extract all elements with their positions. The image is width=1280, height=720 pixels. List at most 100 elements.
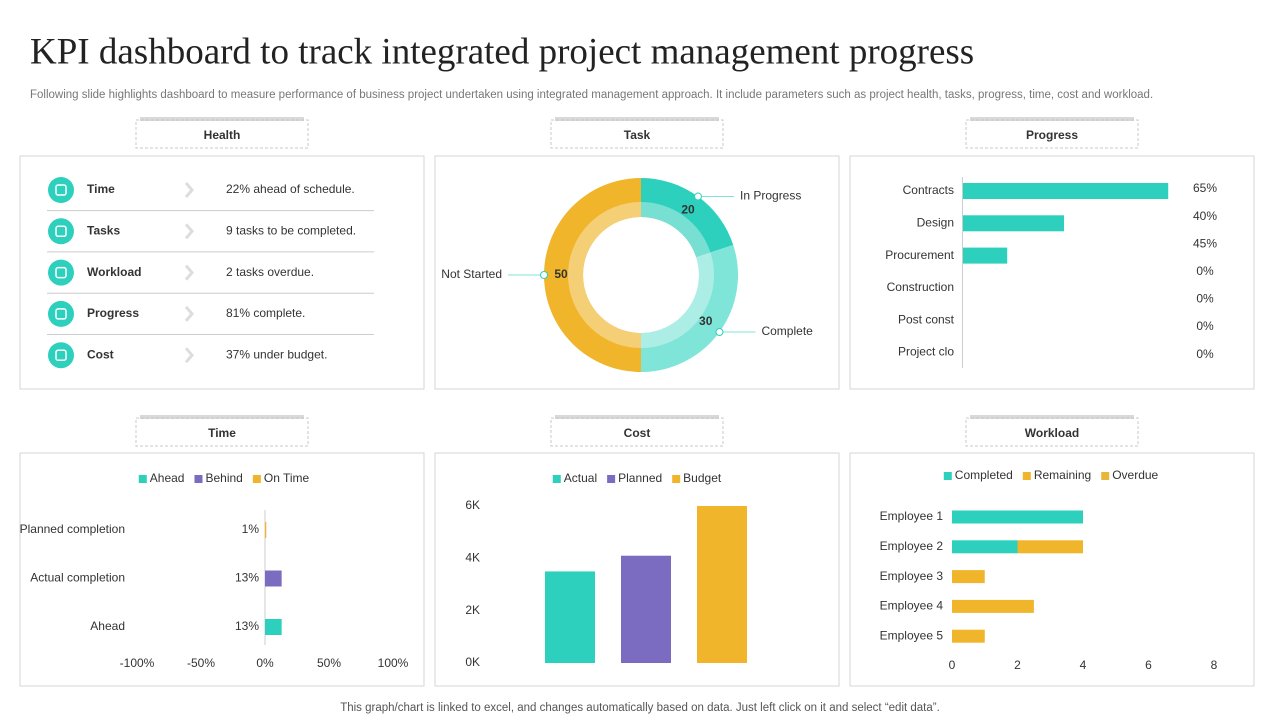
bar-segment bbox=[952, 510, 1083, 524]
x-tick-label: 2 bbox=[1014, 658, 1021, 672]
legend-swatch bbox=[943, 472, 952, 480]
health-icon-glyph bbox=[55, 266, 67, 279]
tab-box bbox=[135, 417, 309, 447]
tab-bar bbox=[970, 415, 1134, 419]
bar bbox=[697, 506, 747, 663]
donut-category: Complete bbox=[761, 324, 813, 338]
y-tick-label: 6K bbox=[465, 498, 480, 512]
tab-bar bbox=[140, 117, 304, 121]
chevron bbox=[184, 182, 194, 198]
bar bbox=[621, 555, 671, 663]
health-icon bbox=[48, 218, 74, 245]
bar bbox=[545, 571, 595, 663]
donut-slice bbox=[544, 178, 641, 372]
bar bbox=[963, 247, 1008, 264]
x-tick-label: 100% bbox=[378, 656, 409, 670]
chevron bbox=[184, 305, 194, 322]
legend-label: Budget bbox=[683, 471, 722, 485]
x-tick-label: 6 bbox=[1145, 658, 1152, 672]
tab-title: Workload bbox=[1025, 426, 1079, 440]
value-label: 1% bbox=[242, 522, 260, 536]
category-label: Contracts bbox=[903, 183, 954, 197]
x-tick-label: -100% bbox=[120, 656, 155, 670]
legend-label: Behind bbox=[205, 471, 242, 485]
legend-label: Ahead bbox=[150, 471, 185, 485]
bar-segment bbox=[952, 599, 1034, 613]
x-tick-label: 0 bbox=[949, 658, 956, 672]
legend-swatch bbox=[252, 475, 261, 483]
category-label: Employee 2 bbox=[880, 539, 944, 553]
category-label: Procurement bbox=[885, 248, 954, 262]
y-tick-label: 2K bbox=[465, 603, 480, 617]
tab-bar bbox=[555, 117, 719, 121]
health-icon-glyph bbox=[55, 184, 67, 196]
legend-label: Remaining bbox=[1034, 468, 1091, 482]
health-icon bbox=[48, 300, 74, 327]
health-text: 37% under budget. bbox=[226, 347, 327, 361]
donut-value: 30 bbox=[699, 314, 713, 328]
x-tick-label: 8 bbox=[1211, 658, 1218, 672]
tab-bar bbox=[970, 117, 1134, 121]
panel bbox=[19, 452, 425, 687]
page-title: KPI dashboard to track integrated projec… bbox=[30, 31, 974, 72]
y-tick-label: 4K bbox=[465, 551, 480, 565]
donut-value: 20 bbox=[681, 202, 695, 216]
health-icon bbox=[48, 342, 74, 369]
x-tick-label: -50% bbox=[187, 656, 215, 670]
category-label: Actual completion bbox=[30, 571, 125, 585]
health-text: 9 tasks to be completed. bbox=[226, 223, 356, 237]
bar bbox=[963, 215, 1065, 232]
legend: Completed Remaining Overdue bbox=[943, 468, 1159, 482]
category-label: Construction bbox=[887, 280, 954, 294]
category-label: Employee 5 bbox=[880, 628, 944, 642]
tab-box bbox=[135, 119, 309, 149]
legend-swatch bbox=[552, 475, 561, 483]
x-tick-label: 50% bbox=[317, 656, 341, 670]
health-icon-glyph bbox=[55, 349, 67, 361]
donut-category: In Progress bbox=[740, 189, 801, 203]
bar bbox=[265, 570, 282, 587]
tab-box bbox=[550, 119, 724, 149]
leader-dot bbox=[540, 271, 548, 279]
legend-swatch bbox=[194, 475, 203, 483]
health-icon bbox=[48, 259, 74, 286]
side-label: 65% bbox=[1193, 181, 1217, 195]
bar-segment bbox=[1017, 540, 1083, 554]
y-tick-label: 0K bbox=[465, 655, 480, 669]
tab-title: Health bbox=[204, 128, 241, 142]
category-label: Post const bbox=[898, 312, 955, 326]
health-label: Progress bbox=[87, 306, 139, 320]
bar bbox=[963, 183, 1169, 199]
x-tick-label: 4 bbox=[1080, 658, 1087, 672]
category-label: Employee 3 bbox=[880, 569, 944, 583]
chevron bbox=[184, 223, 194, 240]
category-label: Ahead bbox=[90, 619, 125, 633]
health-label: Cost bbox=[87, 347, 114, 361]
health-icon-glyph bbox=[55, 308, 67, 320]
page-footer: This graph/chart is linked to excel, and… bbox=[340, 702, 940, 714]
panel bbox=[19, 155, 425, 390]
donut-value: 50 bbox=[554, 267, 568, 281]
bar bbox=[265, 619, 282, 635]
donut-slice bbox=[641, 178, 734, 258]
legend-label: On Time bbox=[264, 471, 310, 485]
leader-dot bbox=[715, 328, 724, 337]
panel bbox=[849, 452, 1255, 687]
health-icon bbox=[48, 177, 74, 203]
tab-title: Progress bbox=[1026, 128, 1078, 142]
leader-dot bbox=[694, 192, 703, 201]
tab-box bbox=[550, 417, 724, 447]
legend-label: Overdue bbox=[1112, 468, 1158, 482]
legend-swatch bbox=[138, 475, 147, 483]
bar-segment bbox=[952, 570, 985, 584]
tab-title: Time bbox=[208, 426, 236, 440]
legend: Actual Planned Budget bbox=[552, 471, 722, 485]
tab-title: Task bbox=[624, 128, 651, 142]
legend-label: Actual bbox=[564, 471, 597, 485]
health-icon-glyph bbox=[55, 225, 67, 238]
category-label: Employee 4 bbox=[880, 599, 944, 613]
side-label: 40% bbox=[1193, 209, 1217, 223]
legend-swatch bbox=[1022, 472, 1031, 480]
donut-slice-inner bbox=[568, 202, 641, 348]
legend-swatch bbox=[672, 475, 681, 483]
